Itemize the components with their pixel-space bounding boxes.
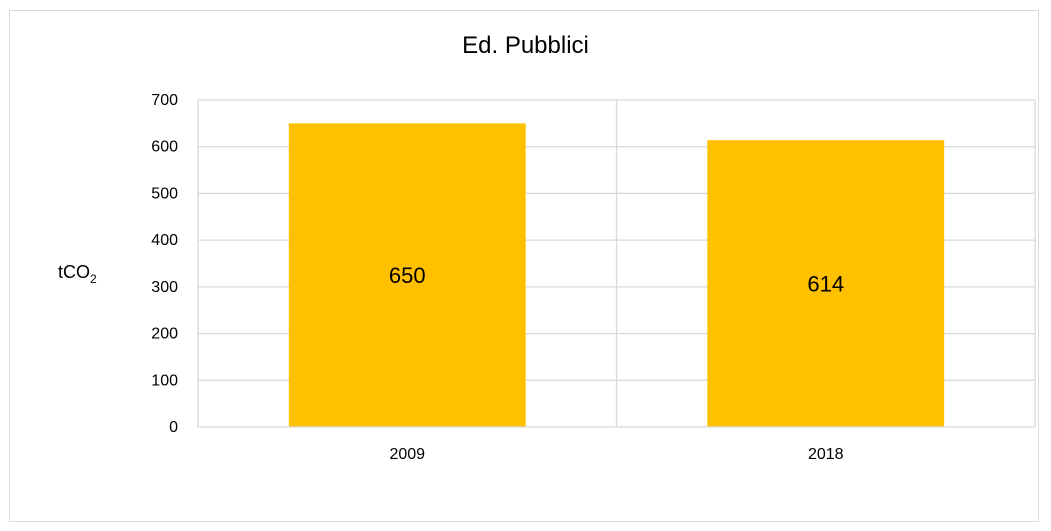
data-label-2018: 614 [807,272,844,297]
y-axis-label-main: tCO [58,262,91,282]
y-axis-label-subscript: 2 [90,272,97,286]
y-tick-label: 300 [151,279,178,296]
y-tick-label: 400 [151,232,178,249]
x-tick-label-2018: 2018 [808,446,844,463]
bar-2009 [288,123,526,427]
bar-2018 [707,140,945,427]
x-tick-label-2009: 2009 [389,446,425,463]
y-tick-label: 600 [151,139,178,156]
y-tick-label: 0 [169,419,178,436]
y-tick-label: 100 [151,372,178,389]
y-axis-label: tCO2 [58,262,97,286]
labels: 0 100 200 300 400 500 600 700 650 2009 614 2018 [151,92,844,463]
y-tick-label: 200 [151,326,178,343]
chart-title: Ed. Pubblici [462,32,589,59]
bars [288,123,945,427]
y-tick-label: 500 [151,185,178,202]
data-label-2009: 650 [389,263,426,288]
y-tick-label: 700 [151,92,178,109]
